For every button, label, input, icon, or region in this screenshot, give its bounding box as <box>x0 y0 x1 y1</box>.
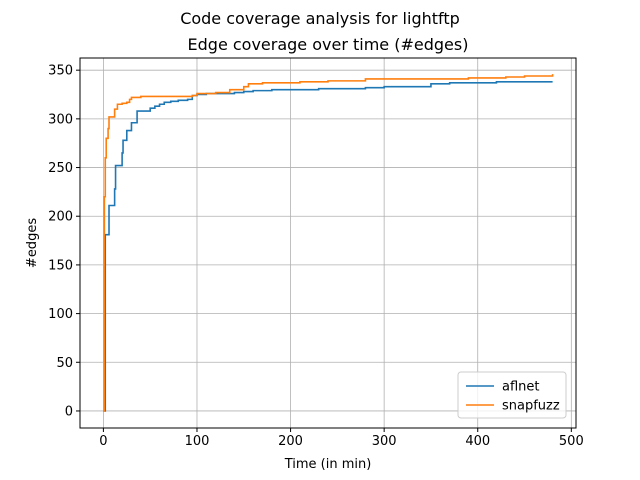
x-tick-label: 400 <box>465 434 490 449</box>
chart-suptitle: Code coverage analysis for lightftp <box>180 9 460 28</box>
y-tick-label: 100 <box>48 307 73 322</box>
plot-area-frame <box>79 57 577 429</box>
x-axis-ticks: 0 100 200 300 400 500 <box>99 428 584 449</box>
series-line-snapfuzz <box>103 74 554 412</box>
legend-label-aflnet: aflnet <box>502 380 540 395</box>
y-tick-label: 250 <box>48 161 73 176</box>
x-tick-label: 500 <box>559 434 584 449</box>
x-tick-label: 0 <box>99 434 107 449</box>
y-tick-label: 150 <box>48 258 73 273</box>
x-tick-label: 100 <box>185 434 210 449</box>
x-tick-label: 300 <box>372 434 397 449</box>
legend: aflnet snapfuzz <box>457 371 567 419</box>
y-axis-ticks: 0 50 100 150 200 250 300 350 <box>48 64 80 419</box>
y-tick-label: 0 <box>65 404 73 419</box>
y-axis-label: #edges <box>25 218 40 268</box>
chart-title: Edge coverage over time (#edges) <box>188 35 469 54</box>
y-tick-label: 50 <box>56 356 73 371</box>
legend-box <box>457 371 567 419</box>
series-lines <box>103 74 554 412</box>
grid-lines <box>80 58 576 428</box>
y-tick-label: 350 <box>48 64 73 79</box>
series-line-aflnet <box>103 81 553 412</box>
y-tick-label: 200 <box>48 210 73 225</box>
y-tick-label: 300 <box>48 112 73 127</box>
x-tick-label: 200 <box>278 434 303 449</box>
x-axis-label: Time (in min) <box>284 457 372 472</box>
legend-label-snapfuzz: snapfuzz <box>502 399 560 414</box>
